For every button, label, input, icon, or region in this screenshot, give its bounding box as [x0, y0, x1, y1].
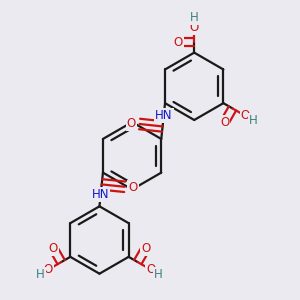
Text: O: O: [44, 263, 53, 276]
Text: HN: HN: [92, 188, 110, 201]
Text: H: H: [249, 114, 258, 127]
Text: O: O: [146, 263, 155, 276]
Text: HN: HN: [155, 109, 172, 122]
Text: O: O: [128, 181, 138, 194]
Text: H: H: [36, 268, 45, 281]
Text: O: O: [127, 117, 136, 130]
Text: O: O: [190, 21, 199, 34]
Text: O: O: [141, 242, 150, 255]
Text: O: O: [174, 36, 183, 49]
Text: H: H: [190, 11, 199, 24]
Text: O: O: [220, 116, 229, 129]
Text: O: O: [241, 109, 250, 122]
Text: H: H: [154, 268, 163, 281]
Text: O: O: [49, 242, 58, 255]
